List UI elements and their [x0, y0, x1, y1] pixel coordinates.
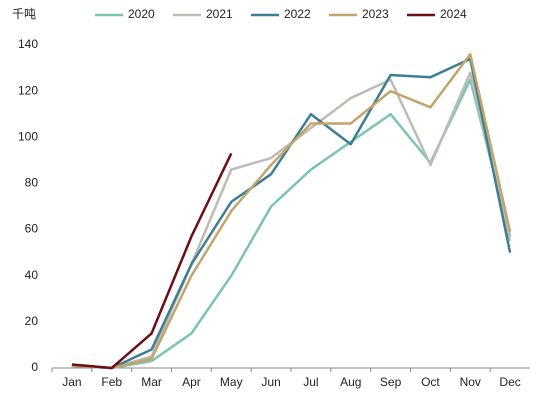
- legend-label: 2020: [128, 7, 155, 21]
- x-tick-label: Aug: [340, 375, 361, 389]
- x-tick-label: Oct: [421, 375, 440, 389]
- x-tick-label: Feb: [101, 375, 122, 389]
- series-line: [71, 52, 512, 370]
- series-line: [71, 71, 512, 370]
- legend-label: 2021: [206, 7, 233, 21]
- y-tick-label: 140: [18, 37, 38, 51]
- y-tick-label: 120: [18, 83, 38, 97]
- series-line: [71, 57, 512, 370]
- legend-label: 2023: [362, 7, 389, 21]
- y-tick-label: 60: [25, 222, 39, 236]
- x-tick-label: Jan: [62, 375, 81, 389]
- x-tick-label: Mar: [141, 375, 162, 389]
- series-line: [71, 152, 233, 370]
- y-tick-label: 100: [18, 129, 38, 143]
- x-tick-label: Jul: [303, 375, 318, 389]
- series-line: [71, 78, 512, 370]
- y-tick-label: 20: [25, 314, 39, 328]
- legend-label: 2024: [440, 7, 467, 21]
- legend-label: 2022: [284, 7, 311, 21]
- y-tick-label: 0: [31, 360, 38, 374]
- x-tick-label: Sep: [380, 375, 402, 389]
- y-tick-label: 80: [25, 176, 39, 190]
- y-tick-label: 40: [25, 268, 39, 282]
- x-tick-label: Apr: [182, 375, 201, 389]
- unit-label: 千吨: [12, 7, 36, 21]
- x-tick-label: Dec: [499, 375, 520, 389]
- x-tick-label: Jun: [261, 375, 280, 389]
- x-tick-label: May: [220, 375, 243, 389]
- x-tick-label: Nov: [460, 375, 481, 389]
